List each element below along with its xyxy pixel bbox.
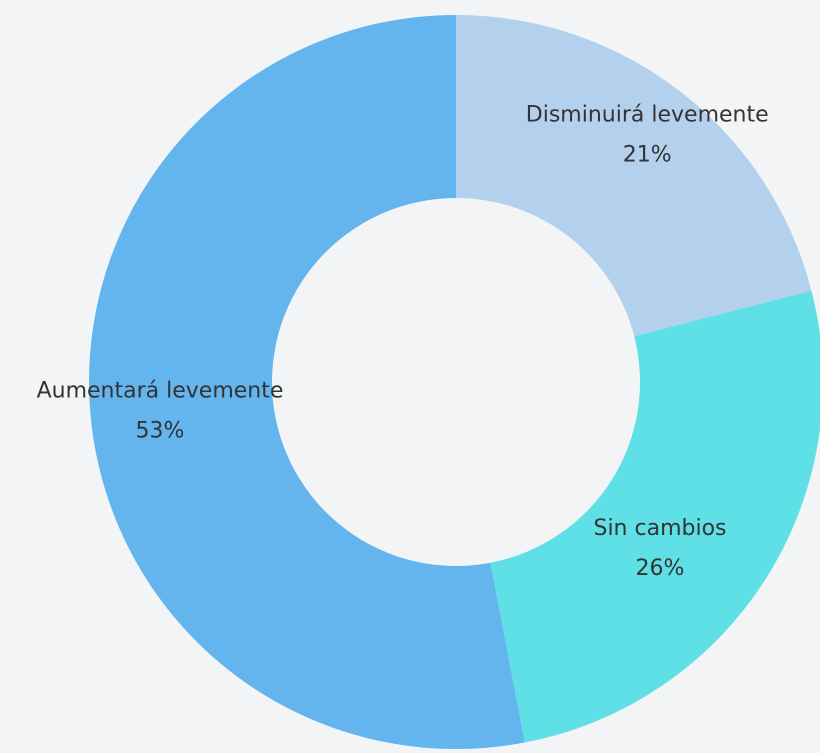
slice-label: Sin cambios	[593, 516, 726, 541]
slice	[490, 290, 820, 743]
slice-value-label: 53%	[136, 418, 185, 443]
slice-label: Aumentará levemente	[37, 378, 284, 403]
slice-value-label: 21%	[623, 142, 672, 167]
slice	[456, 15, 812, 337]
slice	[89, 15, 525, 749]
slice-label: Disminuirá levemente	[526, 102, 769, 127]
slice-value-label: 26%	[636, 556, 685, 581]
